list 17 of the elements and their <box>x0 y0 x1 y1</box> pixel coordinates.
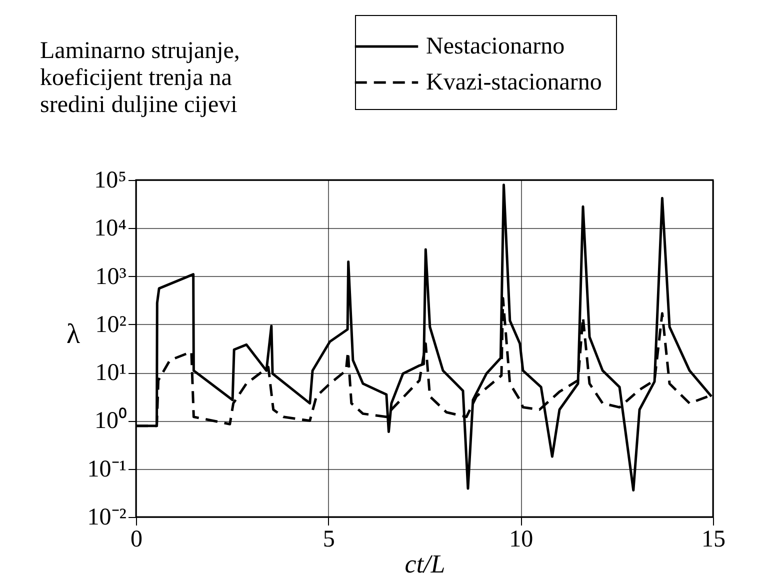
x-tick-label: 10 <box>509 526 534 552</box>
legend-label: Nestacionarno <box>426 34 565 60</box>
y-axis-title: λ <box>66 319 81 350</box>
y-tick-label: 10¹ <box>95 360 126 386</box>
y-tick-label: 10⁰ <box>94 407 126 434</box>
x-axis-title: ct/L <box>404 550 446 578</box>
chart-title: Laminarno strujanje, koeficijent trenja na sredini duljine cijevi <box>40 38 240 119</box>
x-tick-label: 5 <box>322 526 335 552</box>
y-tick-label: 10³ <box>95 264 126 290</box>
x-tick-label: 15 <box>702 526 726 552</box>
y-tick-label: 10⁻² <box>87 504 126 530</box>
x-tick-label: 0 <box>130 526 142 552</box>
y-tick-label: 10⁻¹ <box>87 456 126 482</box>
legend-label: Kvazi-stacionarno <box>426 70 602 96</box>
y-tick-label: 10² <box>95 312 126 338</box>
y-tick-label: 10⁵ <box>94 168 126 194</box>
y-tick-label: 10⁴ <box>94 216 126 242</box>
